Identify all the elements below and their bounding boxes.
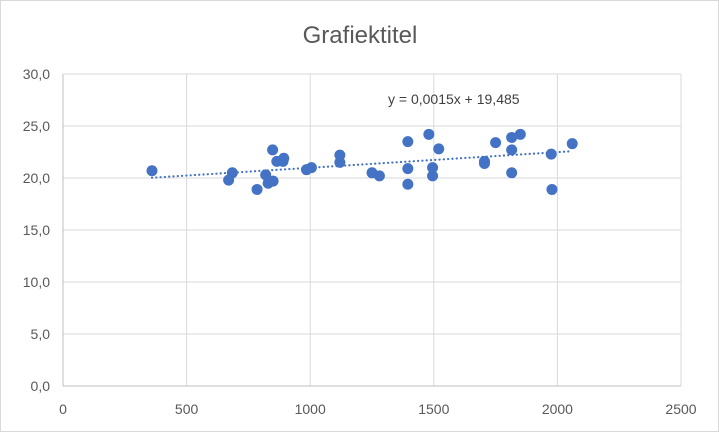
chart-title: Grafiektitel [303,22,418,49]
data-point [260,169,272,181]
data-point [267,175,279,187]
data-point [402,136,414,148]
x-tick-label: 1000 [295,401,326,417]
data-point [506,167,518,179]
gridlines [63,73,682,386]
y-tick-label: 15,0 [23,222,50,238]
data-point [546,183,558,195]
x-tick-label: 2500 [665,401,696,417]
data-point [478,157,490,169]
data-point [490,137,502,149]
data-point [506,144,518,156]
x-tick-label: 0 [59,401,67,417]
data-point [305,162,317,174]
x-tick-label: 500 [175,401,199,417]
y-tick-label: 20,0 [23,170,50,186]
data-point [506,131,518,143]
data-point [278,152,290,164]
trendline [150,150,574,179]
y-tick-label: 0,0 [31,378,51,394]
data-point [402,163,414,175]
data-point [402,178,414,190]
data-point [427,170,439,182]
data-point [373,170,385,182]
data-point [427,162,439,174]
data-point [566,138,578,150]
data-point [226,167,238,179]
data-point [514,128,526,140]
data-point [545,148,557,160]
data-point [334,156,346,168]
y-tick-label: 25,0 [23,118,50,134]
y-tick-label: 10,0 [23,274,50,290]
data-point [267,144,279,156]
trendline-group [150,150,574,179]
axes [62,74,681,387]
data-point [251,183,263,195]
tick-labels: 0,0 5,0 10,0 15,0 20,0 25,0 30,0 0 500 1000 1500 20… [23,66,697,417]
trendline-equation: y = 0,0015x + 19,485 [388,91,520,107]
data-points [146,128,578,195]
x-tick-label: 2000 [542,401,573,417]
data-point [146,165,158,177]
y-tick-label: 30,0 [23,66,50,82]
x-tick-label: 1500 [418,401,449,417]
data-point [423,128,435,140]
data-point [433,143,445,155]
y-tick-label: 5,0 [31,326,51,342]
